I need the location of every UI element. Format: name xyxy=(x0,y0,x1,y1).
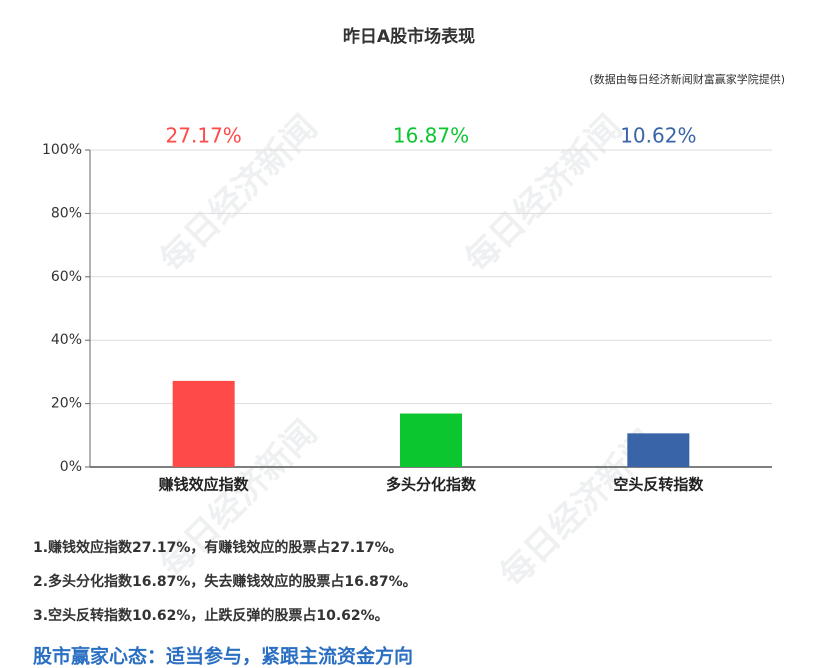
y-tick-label: 0% xyxy=(60,459,82,475)
bar xyxy=(400,413,462,467)
note: 1.赚钱效应指数27.17%，有赚钱效应的股票占27.17%。 xyxy=(33,539,403,556)
y-tick-label: 100% xyxy=(42,142,82,158)
y-tick-label: 40% xyxy=(51,332,82,348)
watermark: 每日经济新闻 xyxy=(458,108,631,281)
y-tick-label: 80% xyxy=(51,205,82,221)
value-label: 16.87% xyxy=(393,124,469,148)
chart-title: 昨日A股市场表现 xyxy=(343,26,475,47)
x-tick-label: 赚钱效应指数 xyxy=(158,476,250,494)
y-tick-label: 20% xyxy=(51,396,82,412)
bar xyxy=(172,380,235,467)
value-label: 27.17% xyxy=(166,124,242,148)
note: 2.多头分化指数16.87%，失去赚钱效应的股票占16.87%。 xyxy=(33,573,417,590)
value-label: 10.62% xyxy=(620,124,696,148)
chart-subtitle: (数据由每日经济新闻财富赢家学院提供) xyxy=(589,72,785,86)
bar xyxy=(627,433,690,467)
slogan: 股市赢家心态：适当参与，紧跟主流资金方向 xyxy=(33,645,413,668)
x-tick-label: 多头分化指数 xyxy=(386,476,477,494)
x-tick-label: 空头反转指数 xyxy=(613,476,704,494)
y-tick-label: 60% xyxy=(51,269,82,285)
note: 3.空头反转指数10.62%，止跌反弹的股票占10.62%。 xyxy=(33,607,389,624)
